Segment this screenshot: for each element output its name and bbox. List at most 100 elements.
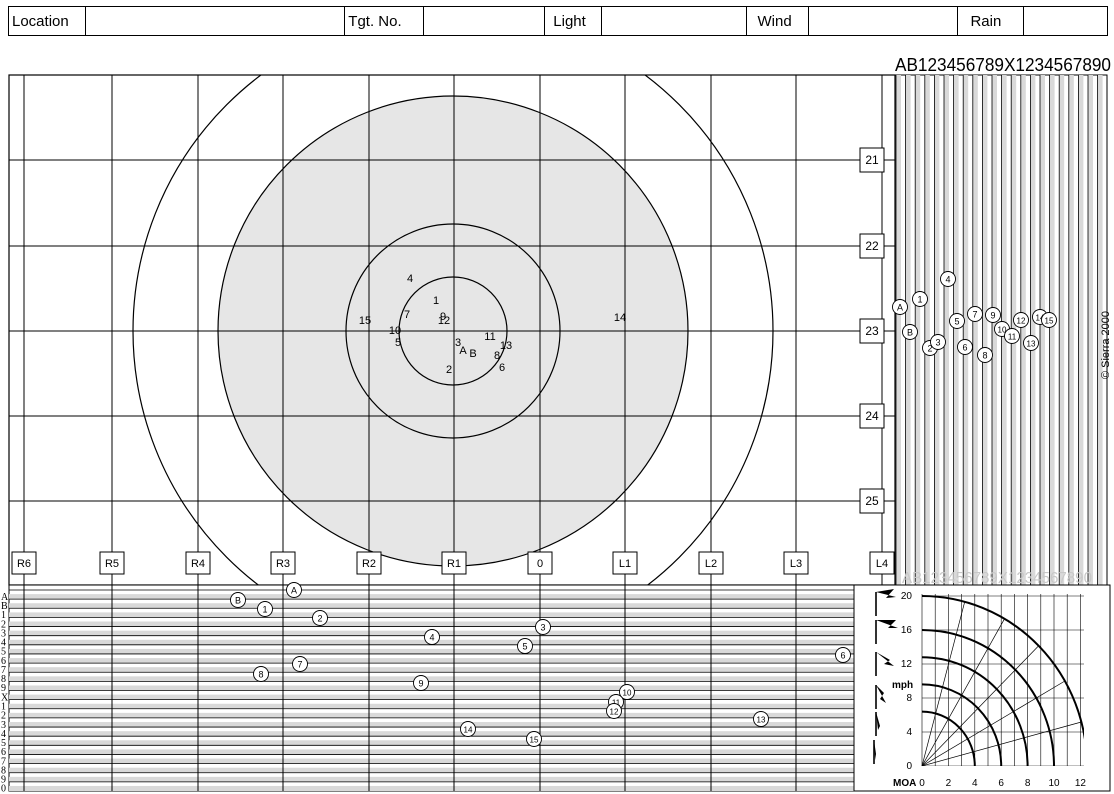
row-label-box	[859, 233, 885, 259]
row-label: 24	[865, 409, 879, 423]
x-tick-label: 0	[919, 778, 925, 789]
column-label-box	[698, 551, 724, 575]
strip-column	[944, 75, 949, 585]
windage-row	[9, 712, 854, 718]
column-label-box	[527, 551, 553, 575]
strip-column	[1088, 75, 1093, 585]
row-label: 25	[865, 494, 879, 508]
bottom-row-label: 3	[1, 628, 6, 639]
x-tick-label: 8	[1025, 778, 1031, 789]
elevation-mark: B	[907, 328, 913, 338]
windage-mark: 4	[429, 633, 434, 643]
windage-mark: 13	[757, 716, 766, 725]
x-tick-label: 6	[998, 778, 1004, 789]
windage-row	[9, 621, 854, 627]
shot-mark: 9	[440, 311, 446, 323]
column-label: R4	[191, 558, 205, 570]
windage-mark: 7	[297, 660, 302, 670]
elevation-mark-circle	[977, 347, 993, 363]
strip-column	[1030, 75, 1036, 585]
column-label-box	[441, 551, 467, 575]
windage-mark-circle	[619, 684, 635, 700]
shot-mark: 10	[389, 325, 401, 337]
elevation-mark-circle	[930, 334, 946, 350]
bottom-row-label: 1	[1, 610, 6, 621]
x-tick-label: 10	[1048, 778, 1060, 789]
wind-angle-line	[921, 680, 1066, 766]
bottom-row-label: 4	[1, 638, 6, 649]
elevation-mark: 2	[927, 344, 932, 354]
x-tick-label: 4	[972, 778, 978, 789]
windage-mark-circle	[257, 601, 273, 617]
windage-strip: AB123456789X1234567890 AB123456789101112…	[1, 582, 855, 794]
column-label: L1	[619, 558, 631, 570]
wind-flag-icon	[875, 652, 894, 676]
column-label: R5	[105, 558, 119, 570]
shot-mark: 15	[359, 315, 371, 327]
target-area	[9, 75, 895, 585]
windage-row	[9, 758, 854, 764]
elevation-mark-circle	[892, 299, 908, 315]
row-label-box	[859, 318, 885, 344]
bottom-row-label: 7	[1, 756, 6, 767]
wind-label: Wind	[746, 6, 810, 36]
windage-row	[9, 667, 854, 673]
row-label-box	[859, 147, 885, 173]
elevation-mark: 15	[1045, 317, 1054, 326]
elevation-mark: 9	[990, 311, 995, 321]
y-tick-label: 16	[901, 625, 913, 636]
y-tick-label: 4	[906, 727, 912, 738]
windage-mark-circle	[606, 703, 622, 719]
elevation-mark: 10	[998, 326, 1007, 335]
windage-mark: 10	[623, 689, 632, 698]
location-field[interactable]	[84, 6, 346, 36]
elevation-mark-circle	[902, 324, 918, 340]
strip-top-label: AB123456789X1234567890	[895, 55, 1111, 75]
bottom-row-label: 2	[1, 619, 6, 630]
bottom-row-label: 3	[1, 720, 6, 731]
shot-mark: 14	[614, 312, 626, 324]
bottom-row-label: 4	[1, 729, 6, 740]
column-label: L3	[790, 558, 802, 570]
windage-row	[9, 658, 854, 664]
elevation-strip	[894, 74, 1108, 586]
rain-field[interactable]	[1023, 6, 1108, 36]
bottom-row-label: 2	[1, 711, 6, 722]
horizontal-grid	[9, 159, 895, 502]
elevation-mark: 13	[1027, 340, 1036, 349]
elevation-mark-circle	[1004, 328, 1020, 344]
windage-mark: 2	[317, 614, 322, 624]
strip-column	[953, 75, 959, 585]
windage-row	[9, 612, 854, 618]
target-number-field[interactable]	[423, 6, 546, 36]
elevation-mark-circle	[1013, 312, 1029, 328]
windage-mark-circle	[253, 666, 269, 682]
windage-mark: 12	[610, 708, 619, 717]
wind-flag-icons	[873, 589, 898, 764]
wind-field[interactable]	[808, 6, 959, 36]
elevation-mark: 7	[972, 310, 977, 320]
column-label-box	[869, 551, 895, 575]
shot-mark: 13	[500, 340, 512, 352]
bottom-row-label: A	[1, 592, 9, 603]
strip-column	[1040, 75, 1045, 585]
column-label: R3	[276, 558, 290, 570]
elevation-mark: 5	[954, 317, 959, 327]
column-label-box	[99, 551, 125, 575]
elevation-mark-circle	[1023, 335, 1039, 351]
bottom-row-label: 8	[1, 765, 6, 776]
light-field[interactable]	[601, 6, 748, 36]
wind-angle-line	[921, 721, 1082, 766]
bottom-row-label: 5	[1, 738, 6, 749]
windage-mark-circle	[535, 619, 551, 635]
wind-angle-line	[921, 618, 1005, 766]
elevation-mark: 6	[962, 343, 967, 353]
windage-mark: 5	[522, 642, 527, 652]
windage-row	[9, 740, 854, 746]
column-label: L4	[876, 558, 888, 570]
shot-mark: A	[459, 345, 467, 357]
rain-label: Rain	[957, 6, 1025, 36]
strip-column	[915, 75, 921, 585]
